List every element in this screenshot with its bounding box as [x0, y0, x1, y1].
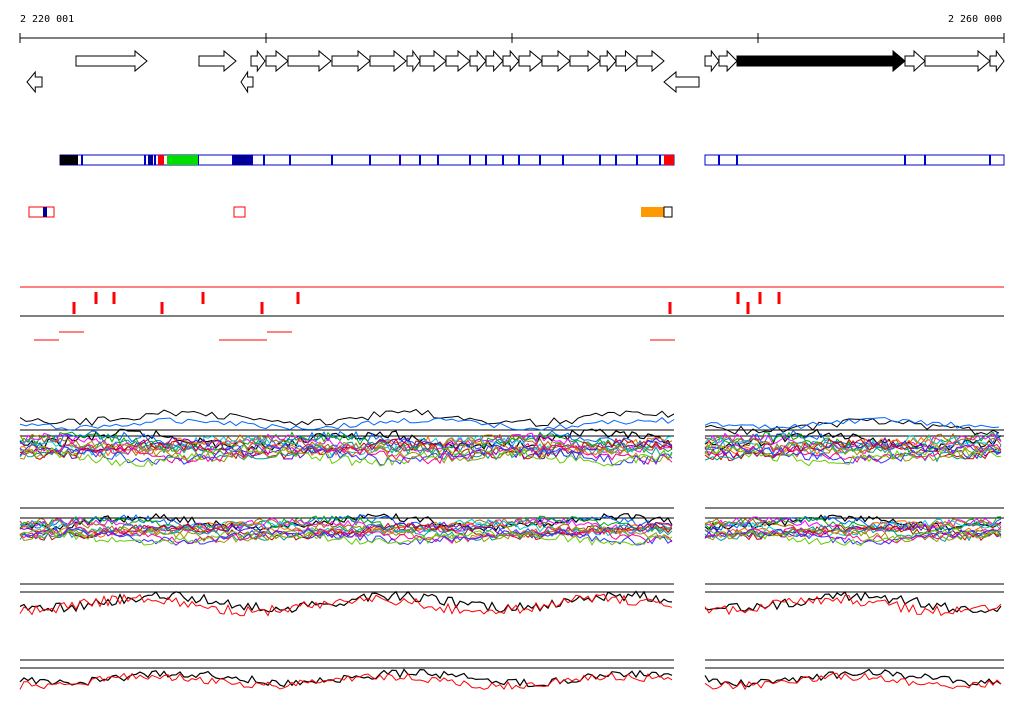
expression-line: [19, 443, 673, 467]
gene-arrow-yomK[interactable]: [704, 49, 720, 73]
antisense-box-yonS[interactable]: [28, 206, 55, 218]
antisense-segment-track: [28, 206, 673, 218]
gene-arrow-yomG[interactable]: [924, 49, 991, 73]
expression-line: [704, 515, 1002, 532]
gene-arrow-yomF[interactable]: [989, 49, 1005, 73]
expression-line: [19, 430, 673, 453]
expression-line: [704, 672, 1002, 691]
plot-expression-profiles-antisense: [19, 507, 1004, 546]
expression-line: [704, 518, 1002, 537]
expression-line: [19, 593, 673, 617]
expression-line: [704, 517, 1002, 537]
expression-plots: [19, 408, 1004, 691]
expression-line: [19, 437, 673, 460]
segment-block-s802[interactable]: [233, 155, 251, 165]
gene-arrow-yonG[interactable]: [265, 49, 289, 73]
gene-arrow-yomU[interactable]: [518, 49, 543, 73]
expression-line: [704, 443, 1002, 464]
gene-arrow-yonI[interactable]: [240, 70, 254, 94]
ruler-start-label: 2 220 001: [20, 14, 74, 25]
expression-line: [19, 443, 673, 466]
expression-line: [704, 528, 1002, 546]
coordinate-ruler: 2 220 001 2 260 000: [19, 14, 1005, 43]
plot-summary-antisense: [19, 659, 1004, 691]
expression-line: [704, 594, 1002, 617]
gene-arrow-yonH[interactable]: [250, 49, 266, 73]
plot-summary-sense: [19, 583, 1004, 617]
expression-line: [704, 526, 1002, 544]
expression-line-max: [704, 418, 1000, 436]
gene-arrow-yomJ[interactable]: [718, 49, 738, 73]
probe-track: [20, 286, 1004, 341]
gene-arrow-yomN[interactable]: [615, 49, 638, 73]
antisense-block: [43, 207, 47, 217]
antisense-box-end: [663, 206, 673, 218]
expression-line: [704, 440, 1002, 463]
segment-block-s797[interactable]: [60, 155, 78, 165]
expression-line: [19, 672, 673, 690]
gene-arrow-yomQ[interactable]: [599, 49, 617, 73]
expression-line: [19, 441, 673, 466]
segment-block-red: [158, 155, 164, 165]
expression-line: [704, 442, 1002, 463]
gene-arrow-yonF[interactable]: [287, 49, 332, 73]
expression-line: [19, 528, 673, 546]
antisense-block-s803[interactable]: [641, 207, 665, 217]
expression-line: [704, 591, 1002, 614]
gene-arrow-yonC[interactable]: [406, 49, 421, 73]
expression-line-high: [19, 417, 675, 432]
expression-line: [704, 528, 1002, 545]
gene-annotation-track: [26, 49, 1005, 94]
ruler-end-label: 2 260 000: [948, 14, 1002, 25]
gene-arrow-yomL[interactable]: [663, 70, 700, 94]
gene-arrow-yonO[interactable]: [75, 49, 148, 73]
expression-line-high: [704, 417, 1000, 430]
expression-line: [19, 432, 673, 455]
gene-arrow-yonA[interactable]: [445, 49, 471, 73]
segment-bar-right[interactable]: [704, 154, 1005, 166]
gene-arrow-youA[interactable]: [541, 49, 571, 73]
antisense-box-yonI[interactable]: [233, 206, 246, 218]
expression-line: [704, 440, 1002, 462]
gene-arrow-yomR[interactable]: [569, 49, 601, 73]
expression-line: [19, 518, 673, 537]
gene-arrow-yomH[interactable]: [904, 49, 926, 73]
gene-arrow-yomV[interactable]: [502, 49, 520, 73]
expression-line: [19, 516, 673, 535]
segment-block-s804[interactable]: [664, 155, 674, 165]
expression-line: [704, 444, 1002, 467]
expression-line: [19, 524, 673, 544]
plot-expression-profiles-sense: [19, 408, 1004, 467]
gene-arrow-yomW[interactable]: [485, 49, 504, 73]
expression-line: [19, 527, 673, 546]
segment-block-navy: [148, 155, 153, 165]
segment-block-s801[interactable]: [167, 155, 198, 165]
gene-arrow-yomI[interactable]: [736, 49, 906, 73]
gene-arrow-yonE[interactable]: [331, 49, 371, 73]
expression-line: [704, 668, 1002, 688]
transcription-segment-track: [59, 154, 1005, 166]
gene-arrow-yonD[interactable]: [369, 49, 407, 73]
gene-arrow-yomX[interactable]: [469, 49, 487, 73]
expression-line: [704, 516, 1002, 533]
gene-arrow-yonB[interactable]: [419, 49, 447, 73]
expression-line: [19, 440, 673, 464]
gene-arrow-yomM[interactable]: [636, 49, 665, 73]
gene-arrow-yonS[interactable]: [26, 70, 43, 94]
expression-line-max: [19, 408, 675, 427]
gene-arrow-yonJ[interactable]: [198, 49, 237, 73]
